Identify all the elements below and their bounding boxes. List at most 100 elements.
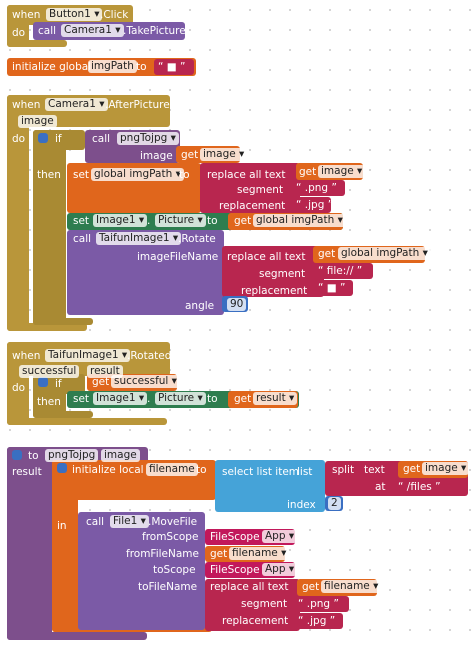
block-label: get [403, 463, 421, 475]
block-label: get [181, 149, 199, 161]
block-shape [57, 463, 67, 473]
block-label: get [299, 166, 317, 178]
block-label: split [332, 464, 355, 476]
block-field: 2 [328, 497, 341, 510]
block-shape [38, 377, 48, 387]
block-label: fromScope [142, 531, 199, 543]
block-field: filename ▾ [229, 547, 290, 560]
block-field: successful [19, 365, 80, 378]
block-shape [291, 197, 331, 213]
block-label: fromFileName [126, 548, 199, 560]
block-shape [222, 246, 324, 297]
block-label: get [234, 215, 252, 227]
block-label: toFileName [138, 581, 198, 593]
block-field: image [18, 115, 57, 128]
block-label: replacement [222, 615, 289, 627]
block-label: at [375, 481, 386, 493]
block-label: .TakePicture [123, 25, 186, 37]
block-label: set [73, 169, 90, 181]
block-label: “ ■ ” [318, 282, 346, 294]
block-shape [52, 460, 78, 632]
block-label: replacement [219, 200, 286, 212]
block-label: angle [185, 300, 215, 312]
block-field: 90 [227, 298, 247, 311]
block-label: to [207, 393, 218, 405]
block-shape [293, 596, 349, 612]
block-field: image ▾ [318, 165, 366, 178]
block-shape [215, 460, 325, 512]
block-label: do [12, 133, 26, 145]
block-shape [12, 450, 22, 460]
block-label: .MoveFile [148, 516, 198, 528]
block-field: global imgPath ▾ [253, 214, 346, 227]
block-label: .AfterPicture [105, 99, 170, 111]
block-label: when [12, 99, 41, 111]
block-shape [7, 447, 52, 640]
block-field: Image1 ▾ [93, 392, 148, 405]
block-label: call [92, 133, 111, 145]
block-label: get [210, 548, 228, 560]
block-label: to [136, 61, 147, 73]
block-field: pngTojpg [45, 449, 99, 462]
block-shape [313, 263, 373, 279]
block-field: Button1 ▾ [46, 8, 103, 21]
block-label: call [38, 25, 57, 37]
block-field: image ▾ [422, 462, 470, 475]
block-shape [7, 323, 87, 331]
block-field: image ▾ [200, 148, 248, 161]
block-shape [7, 342, 29, 425]
block-shape [7, 418, 167, 425]
block-field: global imgPath ▾ [91, 168, 184, 181]
block-field: imgPath [88, 60, 137, 73]
block-label: “ file:// ” [318, 265, 363, 277]
block-shape [393, 479, 455, 495]
block-label: FileScope [210, 564, 260, 576]
block-field: successful ▾ [111, 375, 180, 388]
block-label: then [37, 396, 61, 408]
block-label: . [147, 393, 151, 405]
block-label: to [179, 169, 190, 181]
block-label: if [55, 378, 62, 390]
block-shape [7, 632, 147, 640]
block-label: replacement [241, 285, 308, 297]
block-label: get [318, 248, 336, 260]
block-field: Image1 ▾ [93, 214, 148, 227]
block-label: replace all text [210, 581, 289, 593]
block-label: to [196, 464, 207, 476]
block-label: initialize global [12, 61, 92, 73]
block-label: text [364, 464, 385, 476]
block-field: TaifunImage1 ▾ [45, 349, 131, 362]
block-label: segment [241, 598, 288, 610]
block-field: pngTojpg ▾ [117, 132, 179, 145]
block-label: in [57, 520, 67, 532]
block-field: App ▾ [262, 530, 298, 543]
block-shape [154, 59, 194, 75]
block-shape [33, 130, 66, 325]
block-label: image [140, 150, 173, 162]
block-label: toScope [153, 564, 196, 576]
block-label: index [287, 499, 316, 511]
block-field: result ▾ [253, 392, 298, 405]
block-field: App ▾ [262, 563, 298, 576]
block-shape [7, 95, 29, 331]
block-label: “ ■ ” [158, 61, 186, 73]
block-label: select list item [222, 466, 300, 478]
block-label: .Click [100, 9, 129, 21]
block-label: segment [259, 268, 306, 280]
block-shape [7, 5, 29, 47]
block-label: list [297, 466, 313, 478]
block-label: replace all text [227, 251, 306, 263]
block-field: TaifunImage1 ▾ [96, 232, 182, 245]
block-label: segment [237, 184, 284, 196]
block-label: imageFileName [137, 251, 219, 263]
block-field: Picture ▾ [155, 214, 206, 227]
block-field: image [101, 449, 140, 462]
block-label: “ /files ” [398, 481, 441, 493]
block-shape [33, 411, 93, 418]
block-label: .Rotate [178, 233, 216, 245]
block-label: if [55, 133, 62, 145]
block-label: replace all text [207, 169, 286, 181]
block-label: get [234, 393, 252, 405]
block-shape [291, 180, 345, 196]
block-label: to [28, 450, 39, 462]
